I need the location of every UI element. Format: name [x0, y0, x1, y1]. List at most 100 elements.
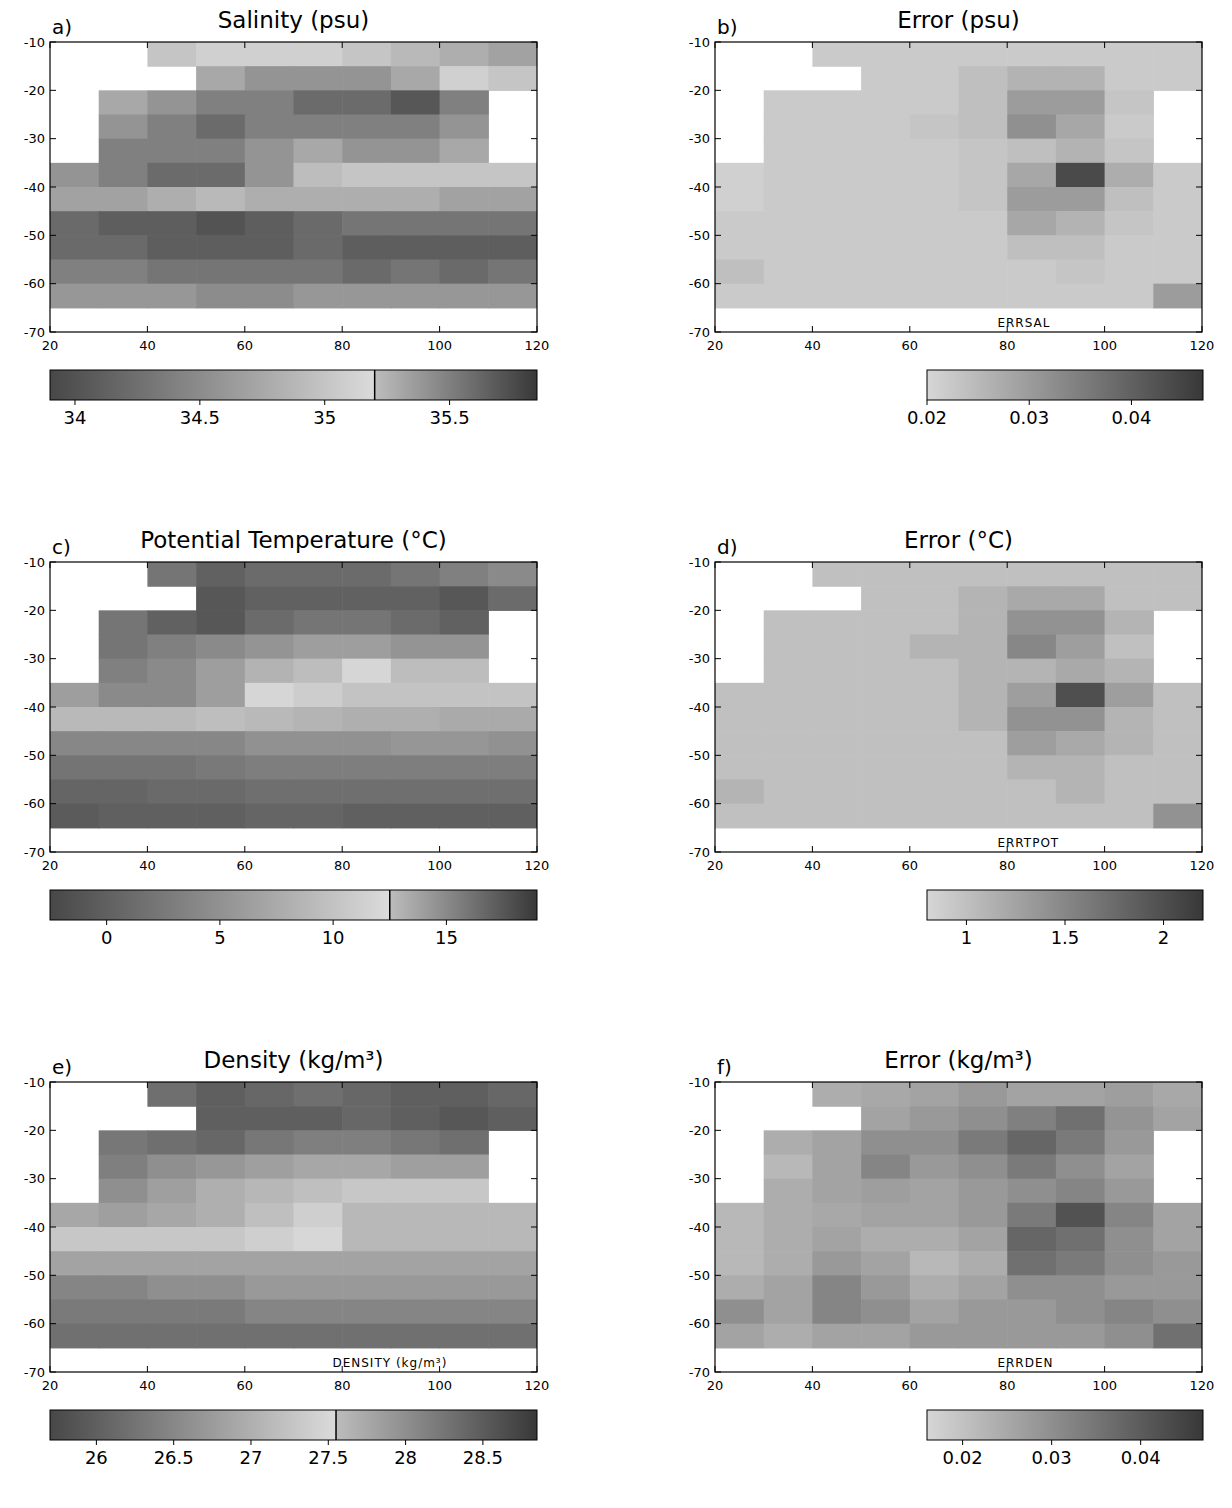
x-tick	[812, 326, 813, 332]
cell	[294, 90, 343, 115]
cell	[440, 66, 489, 91]
cell	[99, 90, 148, 115]
cell	[1105, 780, 1154, 805]
cell	[488, 42, 537, 67]
cell	[812, 780, 861, 805]
cell	[391, 211, 440, 236]
y-tick	[50, 1323, 56, 1324]
cell	[861, 1130, 910, 1155]
cell	[1105, 562, 1154, 587]
cell	[1105, 66, 1154, 91]
cell	[99, 1155, 148, 1180]
cell	[440, 42, 489, 67]
cell	[910, 284, 959, 309]
cell	[196, 1203, 245, 1228]
cell	[861, 260, 910, 285]
cell	[488, 1203, 537, 1228]
plot-frame	[50, 1082, 537, 1372]
cell	[812, 90, 861, 115]
cell	[1007, 1155, 1056, 1180]
cell	[1007, 610, 1056, 635]
cell	[1105, 115, 1154, 140]
x-tick-top	[1104, 562, 1105, 568]
x-tick-top	[537, 1082, 538, 1088]
cell	[861, 211, 910, 236]
cell	[440, 755, 489, 780]
cell	[1153, 780, 1202, 805]
x-tick	[537, 326, 538, 332]
y-tick-label: -40	[689, 180, 710, 195]
cell	[147, 235, 196, 260]
y-tick	[50, 235, 56, 236]
x-tick-label: 40	[139, 338, 156, 353]
y-tick	[715, 1275, 721, 1276]
cell	[910, 1300, 959, 1325]
cell	[294, 187, 343, 212]
panel-label: c)	[52, 535, 71, 559]
cell	[294, 635, 343, 660]
cell	[342, 780, 391, 805]
cell	[294, 139, 343, 164]
cell	[342, 635, 391, 660]
cell	[196, 260, 245, 285]
y-tick-right	[531, 562, 537, 563]
colorbar-tick	[927, 400, 928, 405]
cell	[910, 610, 959, 635]
cell	[245, 1179, 294, 1204]
colorbar	[50, 370, 537, 400]
cell	[861, 707, 910, 732]
cell	[1105, 1155, 1154, 1180]
y-tick-label: -30	[24, 131, 45, 146]
cell	[959, 1082, 1008, 1107]
cell	[488, 163, 537, 188]
cell	[764, 610, 813, 635]
cell	[812, 284, 861, 309]
x-tick	[1104, 846, 1105, 852]
cell	[245, 115, 294, 140]
y-tick-label: -10	[24, 35, 45, 50]
cell	[959, 1227, 1008, 1252]
y-tick-right	[531, 235, 537, 236]
cell	[245, 139, 294, 164]
cell	[1007, 115, 1056, 140]
x-tick-top	[1202, 562, 1203, 568]
x-tick	[342, 326, 343, 332]
cell	[1056, 804, 1105, 829]
cell	[391, 163, 440, 188]
colorbar-tick	[250, 1440, 251, 1445]
x-tick-top	[812, 1082, 813, 1088]
cell	[1105, 1082, 1154, 1107]
x-tick-top	[147, 562, 148, 568]
cell	[245, 284, 294, 309]
x-tick	[50, 846, 51, 852]
colorbar-tick	[1051, 1440, 1052, 1445]
cell	[440, 659, 489, 684]
colorbar-tick-label: 0	[101, 927, 112, 948]
cell	[715, 707, 764, 732]
y-tick-right	[1196, 852, 1202, 853]
cell	[1056, 42, 1105, 67]
cell	[812, 731, 861, 756]
cell	[764, 235, 813, 260]
cell	[245, 780, 294, 805]
cell	[391, 610, 440, 635]
y-tick	[715, 1082, 721, 1083]
cell	[294, 610, 343, 635]
cell	[1007, 1179, 1056, 1204]
cell	[1007, 586, 1056, 611]
y-tick-right	[1196, 803, 1202, 804]
y-tick	[50, 1130, 56, 1131]
cell	[764, 1275, 813, 1300]
cell	[342, 586, 391, 611]
cell	[440, 1300, 489, 1325]
cell	[861, 187, 910, 212]
cell	[196, 1251, 245, 1276]
cell	[1105, 1203, 1154, 1228]
cell	[50, 1251, 99, 1276]
cell	[764, 1251, 813, 1276]
cell	[342, 610, 391, 635]
x-tick-top	[1007, 562, 1008, 568]
colorbar-tick	[219, 920, 220, 925]
y-tick-right	[531, 1178, 537, 1179]
cell	[196, 635, 245, 660]
